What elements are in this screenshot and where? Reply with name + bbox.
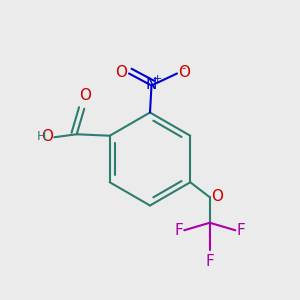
Text: F: F — [174, 223, 183, 238]
Text: O: O — [79, 88, 91, 103]
Text: H: H — [37, 130, 46, 143]
Text: +: + — [153, 74, 162, 84]
Text: F: F — [206, 254, 214, 269]
Text: O: O — [211, 189, 223, 204]
Text: O: O — [41, 130, 53, 145]
Text: O: O — [178, 65, 190, 80]
Text: O: O — [116, 65, 128, 80]
Text: N: N — [146, 77, 157, 92]
Text: -: - — [182, 63, 186, 73]
Text: F: F — [237, 223, 245, 238]
